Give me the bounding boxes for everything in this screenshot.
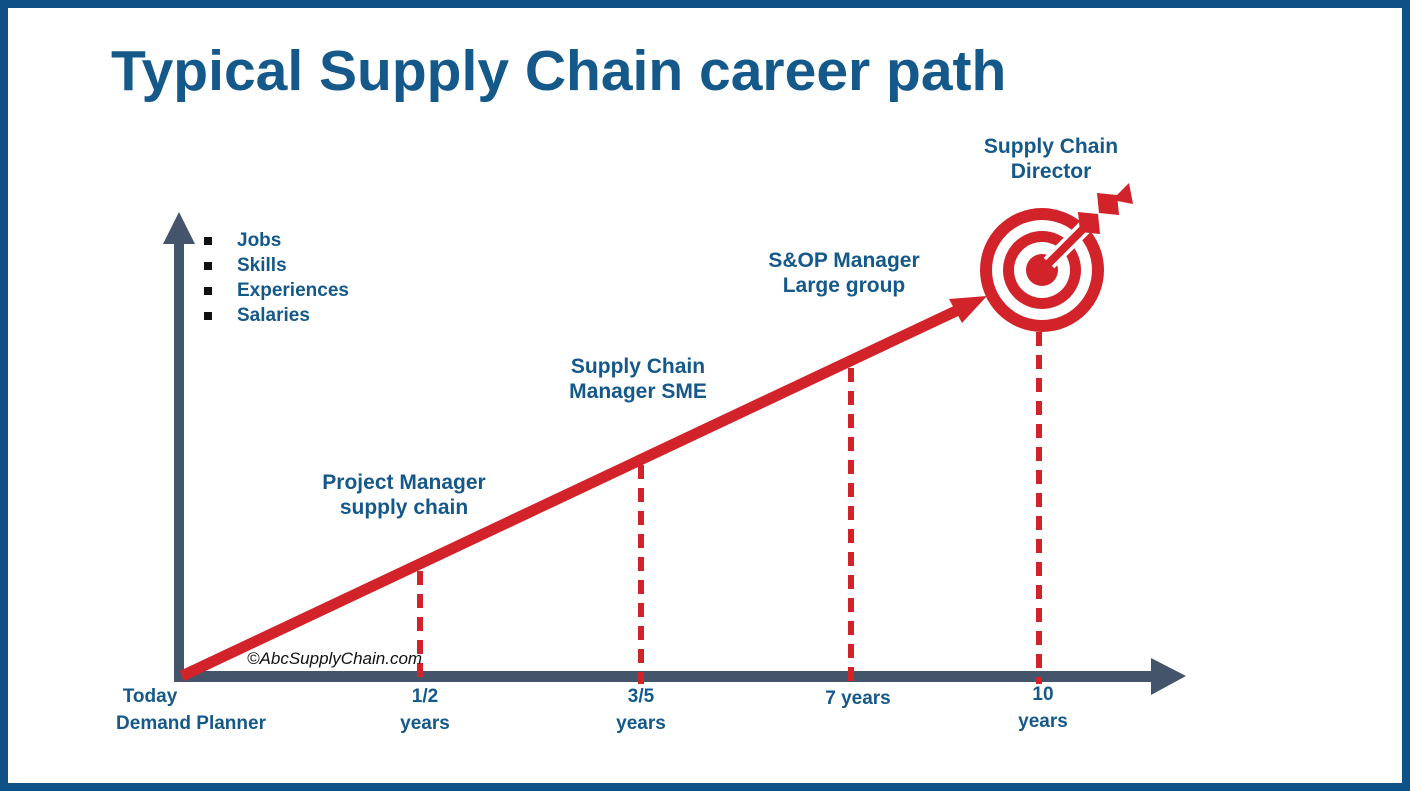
x-label-demand-planner: Demand Planner <box>116 713 266 734</box>
x-label-7-years: 7 years <box>825 688 891 709</box>
milestone-label-supply-chain-manager: Supply Chain Manager SME <box>569 355 707 403</box>
career-path-figure <box>163 183 1186 695</box>
square-bullet-icon <box>204 236 212 245</box>
bullet-label: Jobs <box>237 229 282 251</box>
milestone-label-sop-manager: S&OP Manager Large group <box>768 249 920 297</box>
milestone-droplines <box>417 332 1042 684</box>
list-item: Experiences <box>204 278 464 303</box>
watermark: ©AbcSupplyChain.com <box>247 649 423 668</box>
bullet-label: Salaries <box>237 304 310 326</box>
square-bullet-icon <box>204 311 212 320</box>
y-axis <box>163 212 195 680</box>
square-bullet-icon <box>204 286 212 295</box>
y-axis-arrow-icon <box>163 212 195 244</box>
career-trend-arrow <box>179 296 987 681</box>
milestone-label-supply-chain-director: Supply Chain Director <box>983 135 1119 183</box>
target-icon <box>980 183 1133 332</box>
list-item: Salaries <box>204 303 464 328</box>
square-bullet-icon <box>204 261 212 270</box>
list-item: Jobs <box>204 228 464 253</box>
x-axis <box>174 658 1186 695</box>
x-axis-arrow-icon <box>1151 658 1186 695</box>
x-label-10-years: 10 years <box>1018 684 1068 732</box>
y-axis-bullet-list: Jobs Skills Experiences Salaries <box>204 228 464 328</box>
list-item: Skills <box>204 253 464 278</box>
x-label-1-2-years: 1/2 years <box>400 686 450 734</box>
page-title: Typical Supply Chain career path <box>111 39 1007 103</box>
x-label-3-5-years: 3/5 years <box>616 686 666 734</box>
milestone-label-project-manager: Project Manager supply chain <box>322 471 486 519</box>
bullet-label: Experiences <box>237 279 349 301</box>
dart-icon <box>1040 183 1133 272</box>
x-label-today: Today <box>122 686 178 707</box>
bullet-label: Skills <box>237 254 287 276</box>
